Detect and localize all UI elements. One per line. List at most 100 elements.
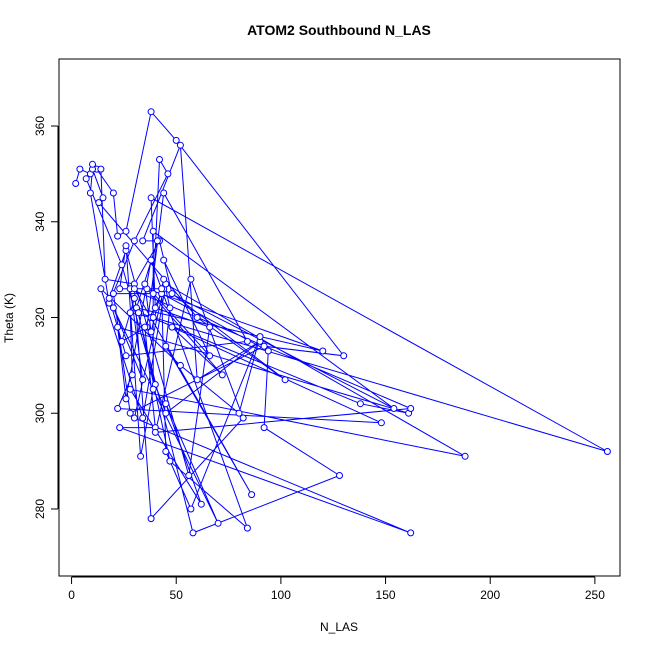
chart-title: ATOM2 Southbound N_LAS: [247, 22, 431, 38]
data-point: [162, 400, 170, 408]
data-point: [176, 361, 184, 369]
x-tick-label: 200: [480, 588, 500, 602]
data-point: [603, 448, 611, 455]
data-point: [235, 409, 243, 417]
data-point: [141, 323, 149, 331]
data-point: [86, 189, 94, 197]
x-tick-label: 100: [271, 588, 291, 602]
data-point: [122, 395, 130, 403]
data-point: [162, 409, 170, 417]
data-point: [407, 405, 415, 412]
data-point: [114, 232, 122, 240]
data-point: [206, 352, 214, 360]
data-point: [377, 419, 385, 427]
y-tick-label: 300: [33, 403, 47, 423]
data-point: [214, 519, 222, 527]
data-point: [187, 275, 195, 283]
data-point: [172, 136, 180, 144]
data-point: [187, 505, 195, 513]
data-point: [164, 170, 172, 178]
data-point: [76, 165, 84, 173]
data-point: [356, 400, 364, 408]
data-point: [109, 290, 117, 298]
data-point: [147, 515, 155, 523]
data-point: [319, 347, 327, 355]
data-point: [390, 405, 398, 412]
data-point: [101, 275, 109, 283]
data-point: [461, 452, 469, 460]
data-point: [139, 376, 147, 384]
data-point: [281, 376, 289, 384]
data-point: [206, 323, 214, 331]
x-axis: 0 50 100 150 200 250: [68, 576, 605, 602]
data-point: [168, 323, 176, 331]
data-point: [193, 376, 201, 384]
data-point: [95, 199, 103, 207]
data-point: [130, 414, 138, 422]
y-axis: 280 300 320 340 360: [33, 116, 59, 519]
data-point: [151, 304, 159, 312]
data-point: [149, 290, 157, 298]
data-point: [147, 108, 155, 116]
data-point: [114, 323, 122, 331]
data-point: [137, 452, 145, 460]
data-point: [126, 309, 134, 317]
data-point: [260, 424, 268, 432]
data-point: [99, 194, 107, 202]
data-point: [153, 237, 161, 245]
data-point: [141, 280, 149, 288]
x-tick-label: 250: [585, 588, 605, 602]
data-point: [149, 227, 157, 235]
data-point: [218, 371, 226, 379]
data-point: [118, 261, 126, 269]
plot-frame: [58, 58, 621, 577]
data-point: [139, 414, 147, 422]
y-tick-label: 320: [33, 307, 47, 327]
data-point: [166, 304, 174, 312]
data-point: [162, 448, 170, 455]
y-tick-label: 280: [33, 499, 47, 519]
data-point: [130, 285, 138, 293]
data-point: [158, 285, 166, 293]
data-point: [264, 347, 272, 355]
data-point: [126, 409, 134, 417]
data-point: [147, 194, 155, 202]
data-point: [122, 352, 130, 360]
data-point: [160, 189, 168, 197]
data-point: [193, 314, 201, 321]
data-point: [166, 457, 174, 465]
data-point: [189, 529, 197, 537]
data-point: [128, 371, 136, 379]
data-point: [149, 385, 157, 393]
data-point: [114, 405, 122, 412]
data-point: [147, 256, 155, 264]
data-point: [407, 529, 415, 537]
data-point: [197, 500, 205, 508]
data-point: [72, 180, 80, 187]
data-point: [109, 304, 117, 312]
data-point: [122, 227, 130, 235]
data-point: [130, 294, 138, 302]
data-point: [336, 472, 343, 479]
data-point: [243, 337, 251, 345]
data-point: [243, 524, 251, 532]
data-point: [147, 328, 155, 336]
data-point: [260, 342, 268, 350]
data-point: [97, 165, 105, 173]
data-point: [89, 160, 96, 168]
x-tick-label: 50: [170, 588, 184, 602]
x-tick-label: 0: [68, 588, 75, 602]
data-point: [185, 472, 193, 479]
data-point: [160, 275, 168, 283]
data-point: [156, 156, 163, 163]
data-point: [116, 424, 124, 432]
data-point: [118, 337, 126, 345]
data-point: [256, 333, 264, 341]
data-point: [160, 256, 168, 264]
data-point: [130, 237, 138, 245]
data-point: [162, 342, 170, 350]
data-point: [105, 294, 113, 302]
data-layer: [72, 108, 611, 537]
y-tick-label: 360: [33, 116, 47, 136]
